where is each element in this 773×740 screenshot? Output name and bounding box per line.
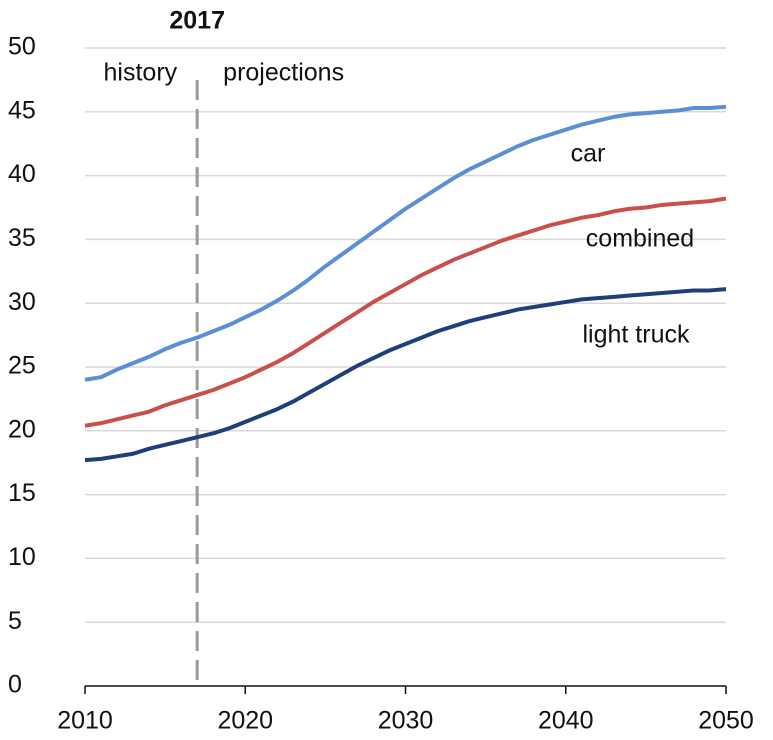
annotation: history — [104, 59, 178, 87]
series-label: car — [571, 140, 606, 168]
y-tick-label: 0 — [8, 671, 22, 699]
divider-label: 2017 — [169, 7, 225, 35]
y-tick-label: 5 — [8, 607, 22, 635]
y-tick-label: 30 — [8, 288, 36, 316]
y-tick-label: 35 — [8, 224, 36, 252]
x-tick-label: 2040 — [538, 707, 594, 735]
annotation: projections — [223, 59, 344, 87]
x-tick-label: 2020 — [217, 707, 273, 735]
series-label: light truck — [583, 321, 690, 349]
line-series — [84, 287, 727, 463]
line-series — [84, 196, 727, 428]
x-tick-label: 2050 — [698, 707, 754, 735]
series-label: combined — [586, 225, 694, 253]
y-tick-label: 45 — [8, 96, 36, 124]
x-tick-label: 2010 — [57, 707, 113, 735]
line-series — [84, 104, 727, 382]
y-tick-label: 40 — [8, 160, 36, 188]
y-tick-label: 20 — [8, 415, 36, 443]
y-tick-label: 10 — [8, 543, 36, 571]
y-tick-label: 25 — [8, 352, 36, 380]
y-tick-label: 15 — [8, 479, 36, 507]
y-tick-label: 50 — [8, 33, 36, 61]
x-tick-label: 2030 — [378, 707, 434, 735]
